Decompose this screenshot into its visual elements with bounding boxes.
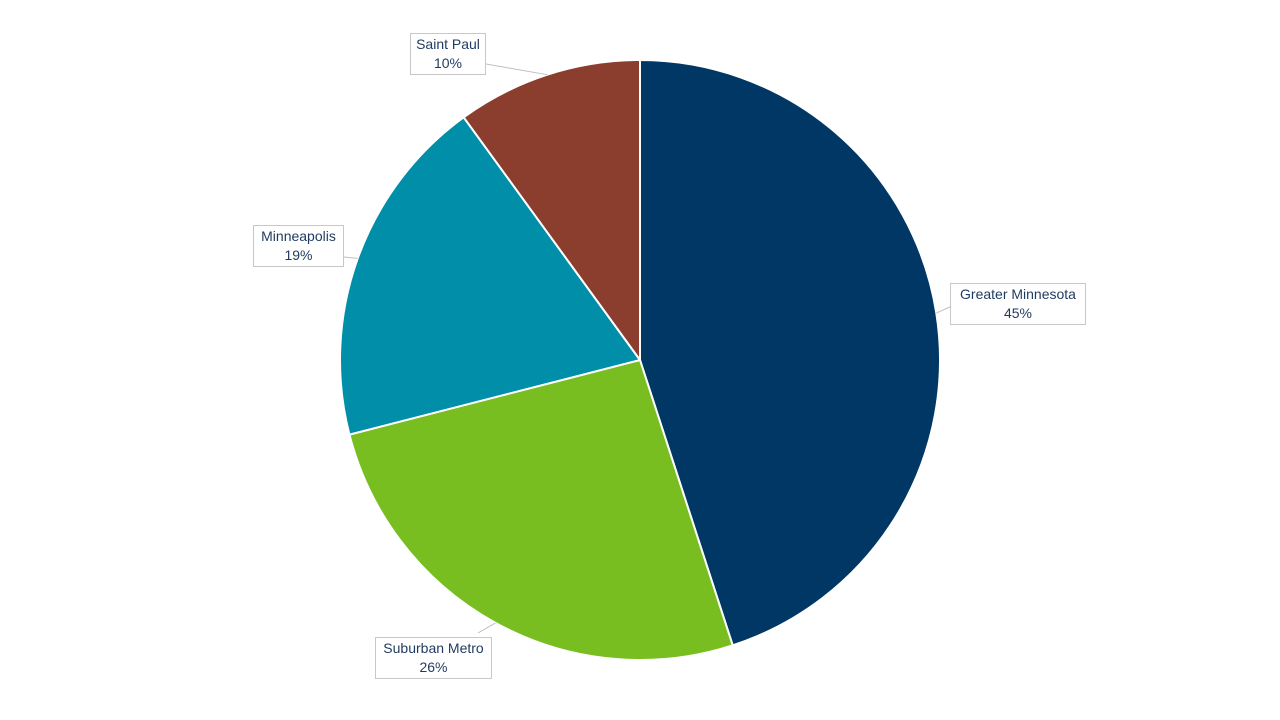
data-label-value: 19% [284, 247, 313, 263]
data-label-greater-minnesota: Greater Minnesota 45% [950, 283, 1086, 325]
pie-slices [339, 59, 941, 661]
data-label-saint-paul: Saint Paul 10% [410, 33, 486, 75]
leader-lines [343, 63, 953, 634]
data-label-value: 26% [419, 659, 448, 675]
data-label-category: Greater Minnesota [960, 286, 1076, 302]
leader-line-minneapolis [343, 256, 358, 259]
data-label-category: Minneapolis [261, 228, 336, 244]
pie-slice-minneapolis [339, 116, 641, 436]
data-label-value: 10% [433, 55, 463, 71]
data-label-minneapolis: Minneapolis 19% [253, 225, 344, 267]
data-label-value: 45% [1003, 305, 1033, 321]
data-label-category: Suburban Metro [383, 640, 484, 656]
leader-line-suburban-metro [477, 622, 496, 634]
pie-slice-greater-minnesota [639, 59, 941, 647]
leader-line-greater-minnesota [936, 305, 953, 314]
data-label-suburban-metro: Suburban Metro 26% [375, 637, 492, 679]
leader-line-saint-paul [485, 63, 548, 76]
data-label-category: Saint Paul [416, 36, 480, 52]
